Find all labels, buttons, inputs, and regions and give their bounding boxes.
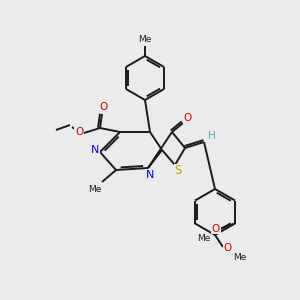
Text: O: O <box>212 224 220 233</box>
Text: N: N <box>146 170 154 180</box>
Text: H: H <box>208 131 216 141</box>
Text: O: O <box>184 113 192 123</box>
Text: Me: Me <box>88 184 102 194</box>
Text: N: N <box>91 145 99 155</box>
Text: S: S <box>174 164 182 178</box>
Text: O: O <box>100 102 108 112</box>
Text: Me: Me <box>197 234 211 243</box>
Text: Me: Me <box>233 254 247 262</box>
Text: Me: Me <box>138 35 152 44</box>
Text: O: O <box>75 127 83 137</box>
Text: O: O <box>224 243 232 253</box>
